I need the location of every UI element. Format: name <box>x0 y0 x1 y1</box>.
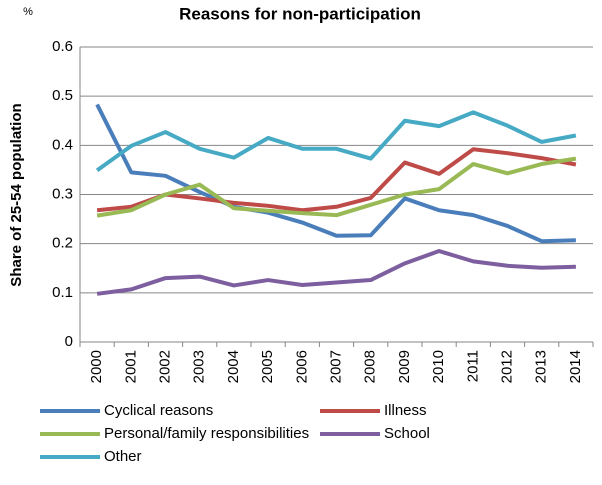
x-tick-label: 2003 <box>191 350 208 383</box>
y-axis-label: Share of 25-54 population <box>8 103 25 286</box>
x-tick-label: 2012 <box>498 350 515 383</box>
x-tick-label: 2009 <box>396 350 413 383</box>
series-line <box>95 110 577 173</box>
x-tick-label: 2002 <box>156 350 173 383</box>
x-tick-label: 2010 <box>430 350 447 383</box>
x-tick-label: 2014 <box>567 350 584 383</box>
y-tick-label: 0.1 <box>52 284 73 301</box>
y-tick-label: 0.3 <box>52 185 73 202</box>
y-tick-label: 0.4 <box>52 136 73 153</box>
chart-title: Reasons for non-participation <box>179 4 421 23</box>
x-tick-label: 2001 <box>122 350 139 383</box>
legend-label: Other <box>104 448 142 465</box>
x-tick-label: 2007 <box>327 350 344 383</box>
y-tick-label: 0.5 <box>52 87 73 104</box>
y-tick-label: 0.2 <box>52 235 73 252</box>
x-tick-label: 2006 <box>293 350 310 383</box>
legend-label: Personal/family responsibilities <box>104 425 309 442</box>
legend-label: School <box>384 425 430 442</box>
x-tick-label: 2011 <box>464 350 481 382</box>
series-line <box>96 156 577 218</box>
legend-label: Illness <box>384 402 427 419</box>
unit-label: % <box>23 6 33 18</box>
y-tick-label: 0.6 <box>52 38 73 55</box>
legend-label: Cyclical reasons <box>104 402 213 419</box>
series-line <box>95 103 576 244</box>
x-tick-label: 2008 <box>362 350 379 383</box>
x-tick-label: 2005 <box>259 350 276 383</box>
x-tick-label: 2004 <box>225 350 242 383</box>
y-tick-label: 0 <box>65 333 73 350</box>
series-line <box>96 249 576 296</box>
x-tick-label: 2000 <box>88 350 105 383</box>
x-tick-label: 2013 <box>533 350 550 383</box>
series-line <box>96 147 577 213</box>
